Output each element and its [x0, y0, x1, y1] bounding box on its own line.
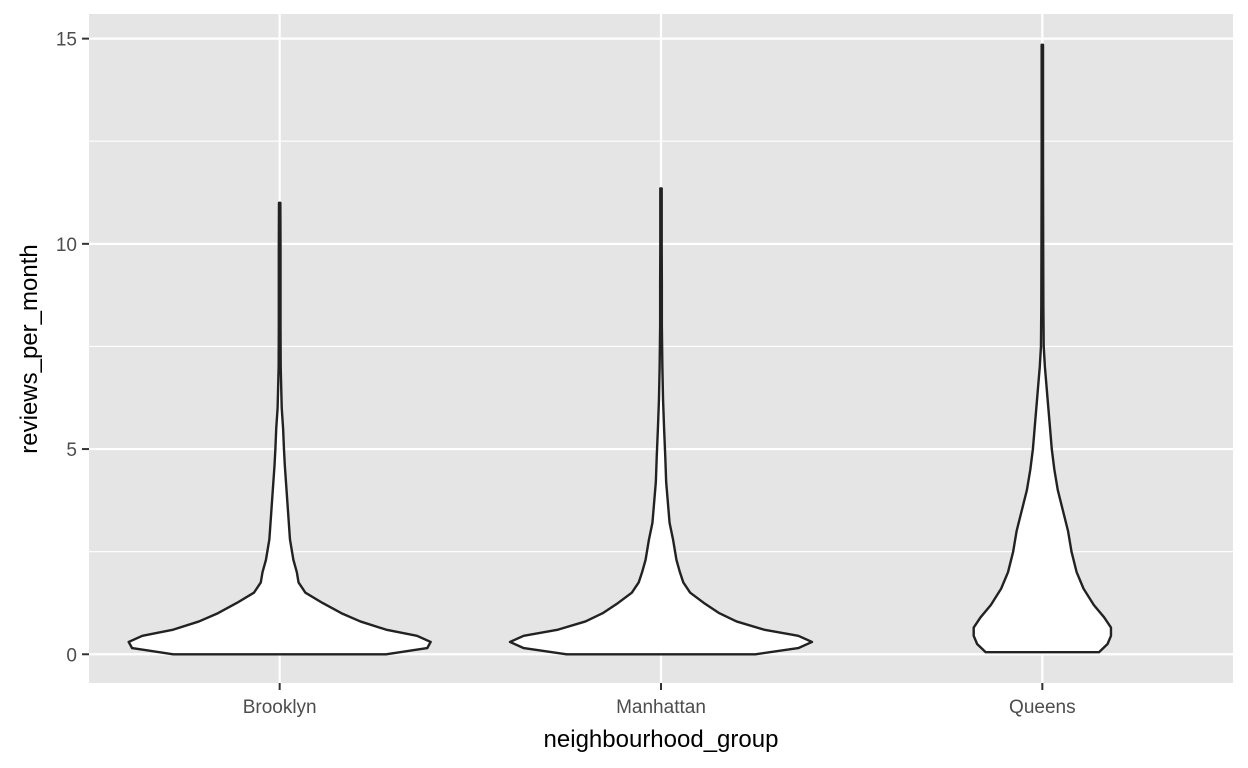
violin-queens [972, 43, 1113, 654]
x-tick-label: Manhattan [616, 697, 706, 718]
x-tick-label: Brooklyn [243, 697, 317, 718]
y-tick-label: 10 [56, 235, 77, 256]
y-tick-label: 5 [66, 440, 77, 461]
axes: 0 5 10 15 Brooklyn Manhattan Queens [56, 30, 1076, 718]
violin-manhattan [508, 187, 814, 656]
x-tick-label: Queens [1009, 697, 1076, 718]
y-axis-title: reviews_per_month [16, 244, 43, 453]
y-tick-label: 0 [66, 645, 77, 666]
violin-brooklyn [127, 201, 432, 656]
x-axis-title: neighbourhood_group [544, 726, 779, 753]
y-tick-label: 15 [56, 30, 77, 51]
violins [127, 43, 1113, 656]
